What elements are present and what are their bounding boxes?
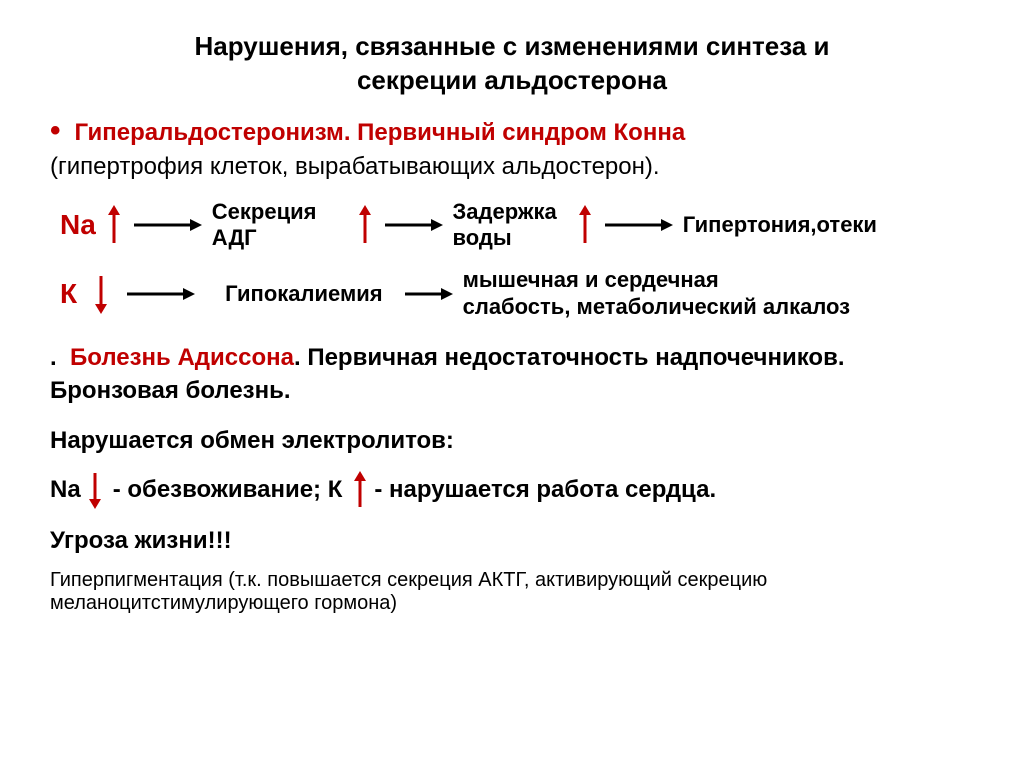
adh-l2: АДГ — [212, 225, 257, 250]
k-symbol: К — [60, 278, 77, 310]
addison-red: Болезнь Адиссона — [70, 344, 294, 371]
title-line-2: секреции альдостерона — [357, 65, 667, 95]
electrolytes-heading: Нарушается обмен электролитов: — [50, 427, 974, 455]
arrow-down-icon — [87, 471, 103, 509]
slide-title: Нарушения, связанные с изменениями синте… — [50, 30, 974, 98]
muscle-l2: слабость, метаболический алкалоз — [463, 294, 851, 319]
water-l2: воды — [453, 225, 512, 250]
na-symbol: Na — [60, 209, 96, 241]
hypokalemia-label: Гипокалиемия — [225, 281, 383, 307]
arrow-up-icon — [357, 205, 373, 245]
bullet-dot-icon: • — [50, 116, 61, 146]
arrow-down-icon — [93, 274, 109, 314]
title-line-1: Нарушения, связанные с изменениями синте… — [195, 31, 830, 61]
muscle-l1: мышечная и сердечная — [463, 267, 719, 292]
footnote-text: Гиперпигментация (т.к. повышается секрец… — [50, 569, 974, 615]
water-label: Задержка воды — [453, 199, 557, 252]
na-down-text: - обезвоживание; К — [113, 476, 343, 504]
adh-l1: Секреция — [212, 199, 317, 224]
muscle-label: мышечная и сердечная слабость, метаболич… — [463, 267, 851, 320]
bullet-hyperaldosteronism: • Гиперальдостеронизм. Первичный синдром… — [50, 116, 974, 147]
arrow-up-icon — [106, 205, 122, 245]
arrow-right-icon — [383, 217, 443, 233]
electrolytes-row: Na - обезвоживание; К - нарушается работ… — [50, 471, 974, 509]
arrow-up-icon — [352, 471, 368, 509]
na-symbol-2: Na — [50, 476, 81, 504]
threat-text: Угроза жизни!!! — [50, 527, 974, 555]
arrow-right-icon — [603, 217, 673, 233]
water-l1: Задержка — [453, 199, 557, 224]
k-up-text: - нарушается работа сердца. — [374, 476, 716, 504]
adh-label: Секреция АДГ — [212, 199, 317, 252]
arrow-right-icon — [403, 286, 453, 302]
arrow-right-icon — [132, 217, 202, 233]
paren-text: (гипертрофия клеток, вырабатывающих альд… — [50, 153, 974, 181]
arrow-right-icon — [125, 286, 195, 302]
bullet-text: Гиперальдостеронизм. Первичный синдром К… — [75, 119, 686, 147]
flow-na-row: Na Секреция АДГ Задержка воды Гипертония… — [60, 199, 974, 252]
addison-section: . Болезнь Адиссона. Первичная недостаточ… — [50, 342, 974, 407]
arrow-up-icon — [577, 205, 593, 245]
hypertension-label: Гипертония,отеки — [683, 212, 877, 238]
flow-k-row: К Гипокалиемия мышечная и сердечная слаб… — [60, 267, 974, 320]
